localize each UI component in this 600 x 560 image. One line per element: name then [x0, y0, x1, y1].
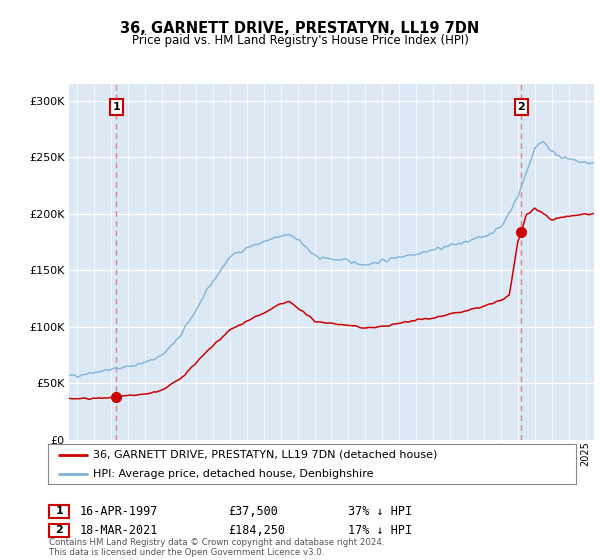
Text: 16-APR-1997: 16-APR-1997: [80, 505, 158, 518]
Text: 37% ↓ HPI: 37% ↓ HPI: [348, 505, 412, 518]
Text: HPI: Average price, detached house, Denbighshire: HPI: Average price, detached house, Denb…: [93, 469, 373, 478]
Text: 17% ↓ HPI: 17% ↓ HPI: [348, 524, 412, 537]
Text: 18-MAR-2021: 18-MAR-2021: [80, 524, 158, 537]
Text: 1: 1: [55, 506, 63, 516]
Text: 2: 2: [517, 102, 525, 112]
Text: £184,250: £184,250: [228, 524, 285, 537]
Text: 1: 1: [112, 102, 120, 112]
Text: 2: 2: [55, 525, 63, 535]
Text: 36, GARNETT DRIVE, PRESTATYN, LL19 7DN (detached house): 36, GARNETT DRIVE, PRESTATYN, LL19 7DN (…: [93, 450, 437, 460]
Text: Price paid vs. HM Land Registry's House Price Index (HPI): Price paid vs. HM Land Registry's House …: [131, 34, 469, 46]
Text: 36, GARNETT DRIVE, PRESTATYN, LL19 7DN: 36, GARNETT DRIVE, PRESTATYN, LL19 7DN: [121, 21, 479, 36]
Text: £37,500: £37,500: [228, 505, 278, 518]
Text: Contains HM Land Registry data © Crown copyright and database right 2024.
This d: Contains HM Land Registry data © Crown c…: [49, 538, 385, 557]
